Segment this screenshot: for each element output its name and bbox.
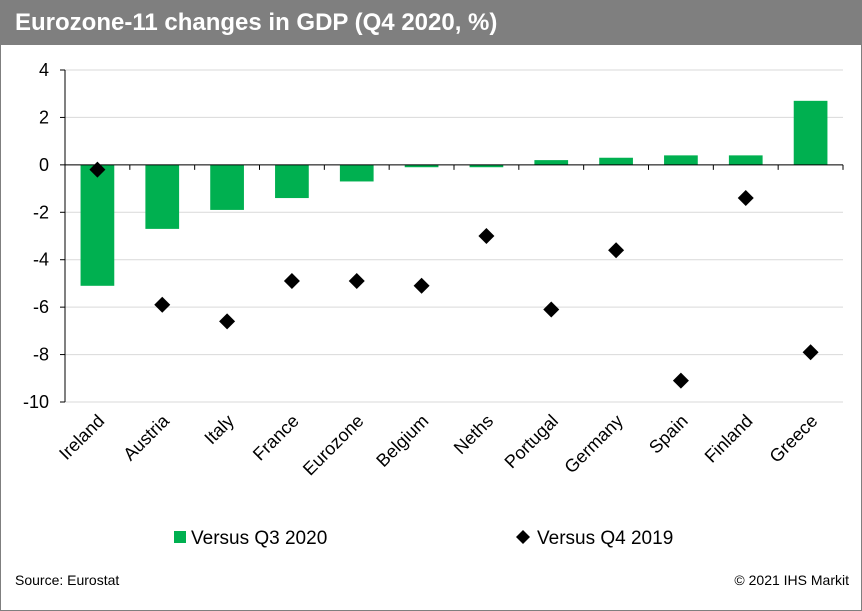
y-tick-label: 0 [39, 155, 49, 175]
y-tick-label: -4 [33, 250, 49, 270]
bar-ireland [80, 164, 115, 286]
y-tick-label: -10 [23, 392, 49, 412]
copyright-note: © 2021 IHS Markit [734, 572, 849, 588]
bar-france [275, 164, 309, 199]
y-tick-label: -2 [33, 202, 49, 222]
bar-eurozone [339, 164, 374, 182]
marker-finland [737, 190, 754, 207]
marker-ireland [89, 161, 106, 178]
x-tick-label: Greece [766, 411, 822, 467]
bar-finland [728, 155, 763, 165]
legend-label-versus-q3-2020: Versus Q3 2020 [191, 528, 327, 549]
title-bar: Eurozone-11 changes in GDP (Q4 2020, %) [1, 1, 861, 45]
x-tick-label: Austria [119, 410, 173, 464]
bar-neths [469, 164, 504, 168]
x-tick-label: Italy [200, 411, 237, 448]
gdp-chart: 4 2 0 -2 -4 -6 -8 -10 Ireland Austria Italy FranceE… [23, 60, 844, 549]
x-tick-label: France [249, 411, 303, 465]
marker-italy [219, 313, 236, 330]
y-tick-label: -6 [33, 297, 49, 317]
x-tick-label: Ireland [55, 411, 108, 464]
bar-austria [145, 164, 180, 229]
marker-austria [154, 296, 171, 313]
marker-portugal [543, 301, 560, 318]
marker-germany [608, 242, 625, 259]
legend-bar-swatch [174, 531, 186, 543]
marker-neths [478, 228, 495, 244]
marker-france [283, 273, 300, 290]
source-note: Source: Eurostat [15, 572, 120, 588]
y-tick-label: 4 [39, 60, 49, 80]
marker-spain [672, 372, 689, 389]
marker-belgium [413, 277, 430, 294]
legend-label-versus-q4-2019: Versus Q4 2019 [537, 528, 673, 549]
bar-belgium [404, 164, 439, 168]
y-tick-label: 2 [39, 107, 49, 127]
marker-eurozone [348, 273, 365, 290]
x-tick-label: Germany [560, 411, 626, 477]
x-tick-label: Eurozone [299, 411, 368, 480]
bar-portugal [534, 160, 569, 165]
bar-italy [210, 164, 244, 210]
legend-diamond-swatch [516, 530, 530, 544]
marker-greece [802, 344, 819, 361]
bar-germany [599, 157, 633, 165]
chart-title: Eurozone-11 changes in GDP (Q4 2020, %) [15, 9, 498, 36]
x-tick-label: Neths [450, 411, 497, 458]
x-tick-label: Belgium [372, 411, 432, 471]
x-tick-label: Finland [701, 411, 757, 467]
bar-spain [664, 155, 698, 165]
bar-greece [793, 100, 828, 165]
y-tick-label: -8 [33, 345, 49, 365]
x-tick-label: Portugal [501, 411, 563, 473]
x-tick-label: Spain [645, 411, 692, 458]
